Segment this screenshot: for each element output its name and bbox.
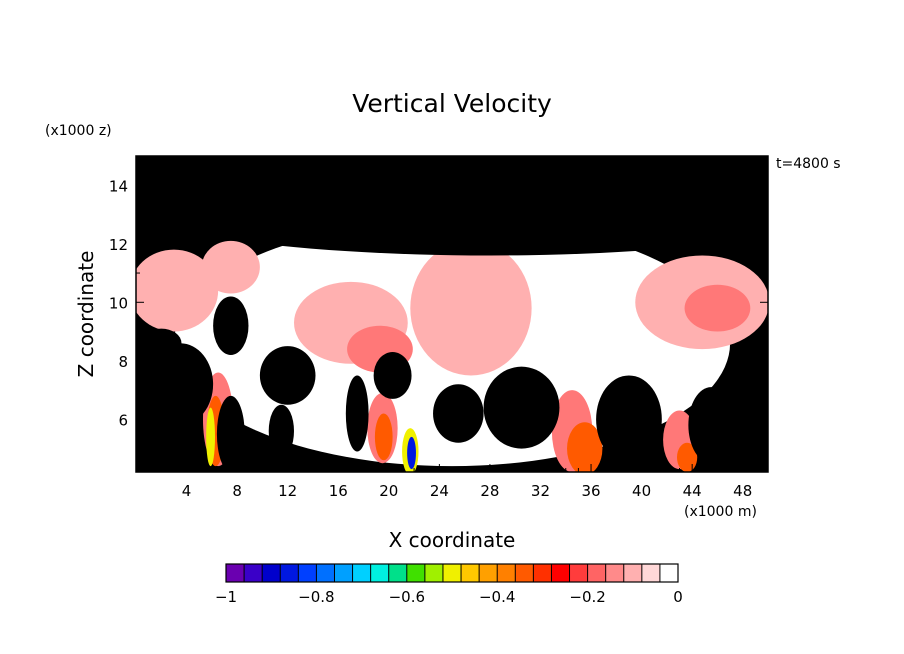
x-tick-label: 40: [632, 482, 651, 500]
colorbar-swatch: [605, 564, 625, 582]
y-axis: 6 8 10 12 14: [109, 177, 768, 450]
x-tick-label: 28: [480, 482, 499, 500]
field-region-updraft: [433, 384, 484, 443]
colorbar-swatch: [461, 564, 480, 582]
colorbar-swatch: [262, 564, 281, 582]
y-tick-label: 6: [118, 411, 128, 429]
field-region-updraft: [373, 352, 412, 399]
y-tick-label: 14: [109, 177, 128, 195]
colorbar-swatch: [659, 564, 679, 582]
field-region-updraft: [213, 296, 249, 355]
x-tick-label: 48: [733, 482, 752, 500]
colorbar-swatch: [370, 564, 390, 582]
y-tick-label: 8: [118, 353, 128, 371]
field-region-updraft: [688, 387, 734, 464]
x-tick-label: 44: [683, 482, 702, 500]
x-axis-unit: (x1000 m): [684, 504, 757, 520]
x-axis: 4 8 12 16 20 24 28 32 36 40 44 48: [148, 156, 756, 500]
y-tick-label: 12: [109, 236, 128, 254]
x-tick-label: 20: [379, 482, 398, 500]
colorbar-swatch: [334, 564, 354, 582]
colorbar-swatch: [388, 564, 408, 582]
colorbar-swatch: [569, 564, 589, 582]
field-region-updraft: [268, 404, 294, 458]
field-region-strong-downdraft: [374, 413, 393, 461]
colorbar-swatch: [352, 564, 372, 582]
x-tick-label: 8: [232, 482, 242, 500]
x-tick-label: 4: [182, 482, 192, 500]
colorbar-swatch: [587, 564, 607, 582]
field-region-updraft: [596, 375, 662, 464]
field-region-updraft: [147, 343, 214, 426]
field-region-updraft: [136, 156, 768, 256]
colorbar-swatch: [623, 564, 643, 582]
colorbar-frame: [225, 563, 679, 583]
colorbar: [225, 563, 679, 583]
field-region-updraft: [259, 346, 316, 405]
field-region-moderate-downdraft: [684, 284, 751, 332]
y-axis-label: Z coordinate: [74, 251, 98, 378]
field-region-updraft: [730, 375, 768, 434]
colorbar-swatch: [497, 564, 516, 582]
colorbar-tick-label: −0.4: [479, 588, 515, 606]
field-region-updraft: [216, 395, 245, 472]
field-region-weak-downdraft: [201, 240, 260, 294]
time-label: t=4800 s: [776, 156, 841, 172]
colorbar-swatch: [515, 564, 534, 582]
colorbar-swatch: [479, 564, 498, 582]
colorbar-swatch: [244, 564, 263, 582]
colorbar-swatch: [316, 564, 335, 582]
colorbar-swatch: [406, 564, 426, 582]
colorbar-tick-label: 0: [673, 588, 683, 606]
field-region-core-minimum: [407, 436, 416, 470]
colorbar-swatch: [551, 564, 571, 582]
colorbar-tick-label: −0.2: [569, 588, 605, 606]
field-region-strong-downdraft: [567, 422, 603, 472]
x-tick-label: 32: [531, 482, 550, 500]
colorbar-tick-label: −1: [215, 588, 237, 606]
y-axis-unit: (x1000 z): [45, 123, 112, 139]
colorbar-swatch: [442, 564, 462, 582]
x-tick-label: 24: [430, 482, 449, 500]
chart-title: Vertical Velocity: [352, 89, 552, 118]
x-tick-label: 36: [581, 482, 600, 500]
colorbar-swatch: [533, 564, 552, 582]
field-region-weak-downdraft: [136, 249, 219, 332]
colorbar-tick-labels: −1 −0.8 −0.6 −0.4 −0.2 0: [215, 588, 683, 606]
x-tick-label: 16: [329, 482, 348, 500]
field-region-very-strong-downdraft: [206, 407, 215, 467]
colorbar-tick-label: −0.6: [389, 588, 425, 606]
field-region-updraft: [141, 328, 182, 358]
colorbar-swatch: [298, 564, 317, 582]
field-region-weak-downdraft: [410, 240, 532, 376]
colorbar-tick-label: −0.8: [298, 588, 334, 606]
colorbar-swatch: [226, 564, 245, 582]
field-region-updraft: [483, 366, 560, 449]
x-axis-label: X coordinate: [389, 528, 516, 552]
field-region-updraft: [345, 375, 369, 452]
plot-area: [136, 156, 768, 472]
colorbar-swatch: [641, 564, 661, 582]
colorbar-swatch: [424, 564, 444, 582]
colorbar-swatch: [280, 564, 299, 582]
x-tick-label: 12: [278, 482, 297, 500]
y-tick-label: 10: [109, 294, 128, 312]
